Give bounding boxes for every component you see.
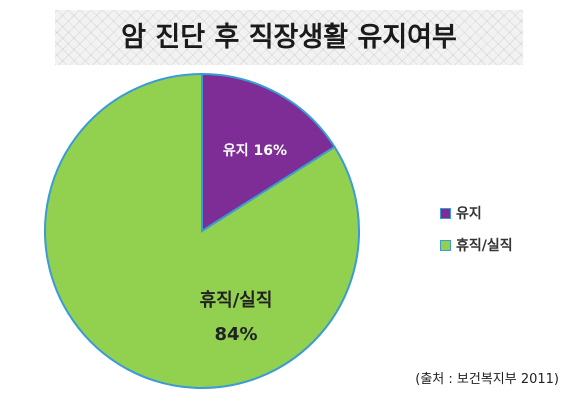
legend-label-quit: 휴직/실직 [456,238,513,254]
source-note: (출처 : 보건복지부 2011) [415,372,559,387]
legend-swatch-maintain [440,207,451,219]
legend-swatch-quit [440,239,451,251]
slice-label-maintain: 유지 16% [223,143,287,159]
legend-item-maintain: 유지 [440,203,513,223]
legend: 유지 휴직/실직 [440,203,513,267]
slice-label-quit-name: 휴직/실직 [200,290,273,311]
pie-slice-quit [44,72,360,389]
chart-title: 암 진단 후 직장생활 유지여부 [121,22,457,53]
slice-label-quit-value: 84% [214,324,257,345]
title-background [55,10,523,65]
legend-item-quit: 휴직/실직 [440,235,513,255]
pie-slice-maintain [201,72,336,233]
legend-label-maintain: 유지 [456,206,482,222]
